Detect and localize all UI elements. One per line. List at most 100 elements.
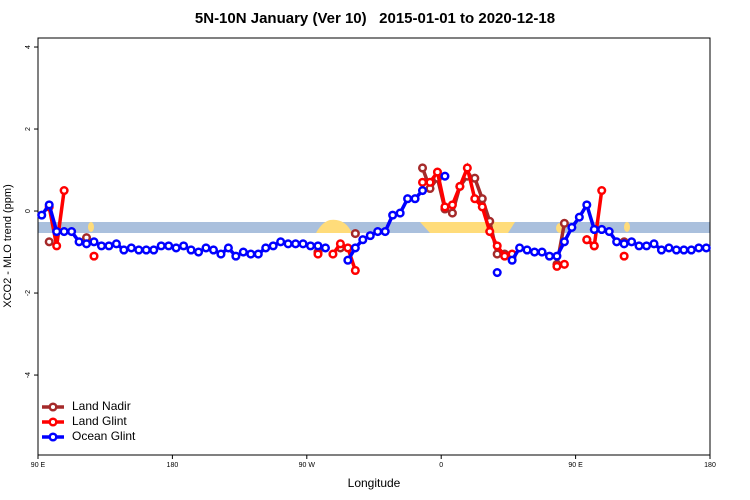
chart-title: 5N-10N January (Ver 10) 2015-01-01 to 20… [195,10,555,27]
data-point [417,185,428,196]
y-tick-label: 0 [25,209,32,213]
data-point [156,241,166,251]
data-point [455,181,465,191]
data-point [74,237,84,247]
data-point [477,194,487,204]
x-tick-label: 180 [167,462,179,469]
data-point [111,239,121,249]
data-point [582,235,592,245]
data-point [470,194,480,204]
data-point [261,243,271,253]
data-point [694,243,704,253]
y-tick-label: -4 [25,372,32,378]
data-point [589,241,599,251]
x-tick-label: 180 [704,462,716,469]
data-point [380,226,390,237]
data-point [559,237,569,247]
data-point [417,163,428,173]
data-point [193,247,204,257]
data-point [208,245,219,255]
map-band [38,222,710,233]
data-point [186,245,196,255]
data-point [268,241,278,251]
data-point [671,245,681,255]
data-point [432,167,443,177]
data-point [171,243,181,253]
x-tick-label: 90 E [568,462,583,469]
data-point [388,210,398,220]
data-point [440,202,450,212]
data-point [59,185,69,196]
series [37,171,711,278]
legend-marker [48,402,58,412]
data-point [320,243,331,253]
y-tick-label: 4 [25,45,32,49]
data-point [425,177,435,187]
data-point [552,261,562,271]
data-point [104,241,114,251]
data-point [358,235,368,245]
data-point [44,200,54,210]
data-point [664,243,674,253]
data-point [574,212,584,222]
data-point [679,245,689,255]
data-point [627,237,637,247]
data-point [604,226,614,237]
data-point [492,241,502,251]
data-point [559,259,569,269]
data-point [328,249,338,259]
data-point [500,251,510,261]
data-point [470,173,480,183]
data-point [485,226,495,237]
data-point [403,194,413,204]
data-point [447,200,457,210]
data-point [350,243,360,253]
x-tick-label: 90 E [31,462,46,469]
data-point [537,247,547,257]
y-axis-label: XCO2 - MLO trend (ppm) [2,184,14,307]
data-point [477,202,487,212]
data-point [313,241,323,251]
data-point [149,245,159,255]
data-point [447,208,457,218]
data-point [119,245,129,255]
data-point [44,237,54,247]
data-point [231,251,241,261]
data-point [529,247,540,257]
data-point [619,251,629,261]
data-point [597,185,607,196]
data-point [641,241,652,251]
data-point [522,245,532,255]
data-point [656,245,667,255]
data-point [559,218,569,228]
data-point [350,229,360,239]
data-point [582,200,592,210]
legend-label: Ocean Glint [72,429,136,443]
data-point [89,251,99,261]
data-point [365,231,375,241]
y-tick-label: -2 [25,290,32,296]
data-point [313,249,323,259]
data-point [634,241,644,251]
data-point [335,239,345,249]
data-point [552,251,562,261]
data-point [701,243,711,253]
data-point [246,249,256,259]
data-point [567,222,577,232]
data-point [619,239,629,249]
x-tick-label: 90 W [299,462,316,469]
data-point [410,194,420,204]
data-point [201,243,211,253]
data-point [343,243,353,253]
data-point [89,237,99,247]
data-point [276,237,286,247]
data-point [492,267,502,278]
series [46,165,628,274]
legend-marker [48,432,58,442]
data-point [462,163,472,173]
y-tick-label: 2 [25,127,32,131]
data-point [507,255,517,265]
data-point [612,237,622,247]
data-point [395,208,405,218]
